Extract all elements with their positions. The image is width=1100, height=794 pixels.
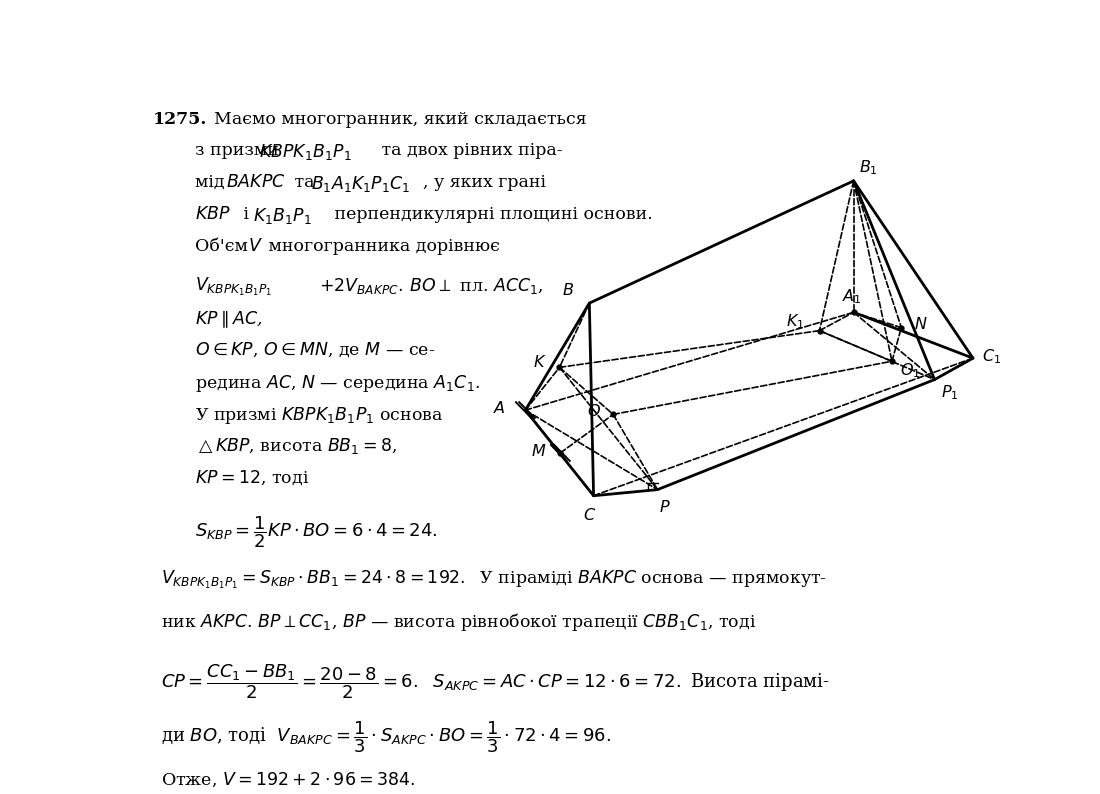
Text: $K_1B_1P_1$: $K_1B_1P_1$ [253,206,312,226]
Text: $C_1$: $C_1$ [982,348,1001,366]
Text: $O$: $O$ [586,403,601,420]
Text: $K$: $K$ [534,354,547,371]
Text: Отже, $V = 192 + 2 \cdot 96 = 384.$: Отже, $V = 192 + 2 \cdot 96 = 384.$ [162,771,416,789]
Text: $P_1$: $P_1$ [942,384,959,403]
Text: $K_1$: $K_1$ [786,312,805,331]
Text: та двох рівних піра-: та двох рівних піра- [376,142,563,160]
Text: $P$: $P$ [659,499,670,516]
Text: $A$: $A$ [494,400,506,418]
Text: перпендикулярні площині основи.: перпендикулярні площині основи. [329,206,653,223]
Text: і: і [238,206,254,223]
Text: $KBPK_1B_1P_1$: $KBPK_1B_1P_1$ [260,142,352,162]
Text: $O \in KP$, $O \in MN$, де $M$ — се-: $O \in KP$, $O \in MN$, де $M$ — се- [196,341,436,360]
Text: $N$: $N$ [914,316,927,333]
Text: $V$: $V$ [249,237,263,255]
Text: ник $AKPC$. $BP \perp CC_1$, $BP$ — висота рівнобокої трапеції $CBB_1C_1$, тоді: ник $AKPC$. $BP \perp CC_1$, $BP$ — висо… [162,611,757,633]
Text: $CP = \dfrac{CC_1 - BB_1}{2} = \dfrac{20 - 8}{2} = 6.$  $S_{AKPC} = AC \cdot CP : $CP = \dfrac{CC_1 - BB_1}{2} = \dfrac{20… [162,663,830,701]
Text: $A_1$: $A_1$ [842,287,861,306]
Text: ди $BO$, тоді  $V_{BAKPC} = \dfrac{1}{3} \cdot S_{AKPC} \cdot BO = \dfrac{1}{3} : ди $BO$, тоді $V_{BAKPC} = \dfrac{1}{3} … [162,719,612,754]
Text: $KP \parallel AC$,: $KP \parallel AC$, [196,310,263,330]
Text: $+ 2V_{BAKPC}.$: $+ 2V_{BAKPC}.$ [319,276,404,295]
Text: $V_{KBPK_1B_1P_1} = S_{KBP} \cdot BB_1 = 24 \cdot 8 = 192.$  У піраміді $BAKPC$ : $V_{KBPK_1B_1P_1} = S_{KBP} \cdot BB_1 =… [162,569,827,592]
Text: $BO \perp$ пл. $ACC_1$,: $BO \perp$ пл. $ACC_1$, [405,276,543,295]
Text: У призмі $KBPK_1B_1P_1$ основа: У призмі $KBPK_1B_1P_1$ основа [196,405,443,426]
Text: $O_1$: $O_1$ [901,361,921,380]
Text: редина $AC$, $N$ — середина $A_1C_1$.: редина $AC$, $N$ — середина $A_1C_1$. [196,373,481,394]
Text: $\triangle KBP$, висота $BB_1 = 8$,: $\triangle KBP$, висота $BB_1 = 8$, [196,437,398,457]
Text: $M$: $M$ [531,442,547,460]
Text: $C$: $C$ [583,507,596,524]
Text: та: та [289,174,320,191]
Text: $S_{KBP} = \dfrac{1}{2}KP \cdot BO = 6 \cdot 4 = 24.$: $S_{KBP} = \dfrac{1}{2}KP \cdot BO = 6 \… [196,514,438,549]
Text: $BAKPC$: $BAKPC$ [227,174,286,191]
Text: Маємо многогранник, який складається: Маємо многогранник, який складається [214,110,587,128]
Text: 1275.: 1275. [153,110,207,128]
Text: $B_1A_1K_1P_1C_1$: $B_1A_1K_1P_1C_1$ [310,174,410,195]
Text: , у яких грані: , у яких грані [424,174,546,191]
Text: $V_{KBPK_1B_1P_1}$: $V_{KBPK_1B_1P_1}$ [196,276,273,298]
Text: мід: мід [196,174,231,191]
Text: $KBP$: $KBP$ [196,206,231,223]
Text: многогранника дорівнює: многогранника дорівнює [263,237,499,255]
Text: $B_1$: $B_1$ [859,158,879,177]
Text: $B$: $B$ [562,283,574,299]
Text: $KP = 12$, тоді: $KP = 12$, тоді [196,468,310,487]
Text: з призми: з призми [196,142,285,160]
Text: Об'єм: Об'єм [196,237,254,255]
